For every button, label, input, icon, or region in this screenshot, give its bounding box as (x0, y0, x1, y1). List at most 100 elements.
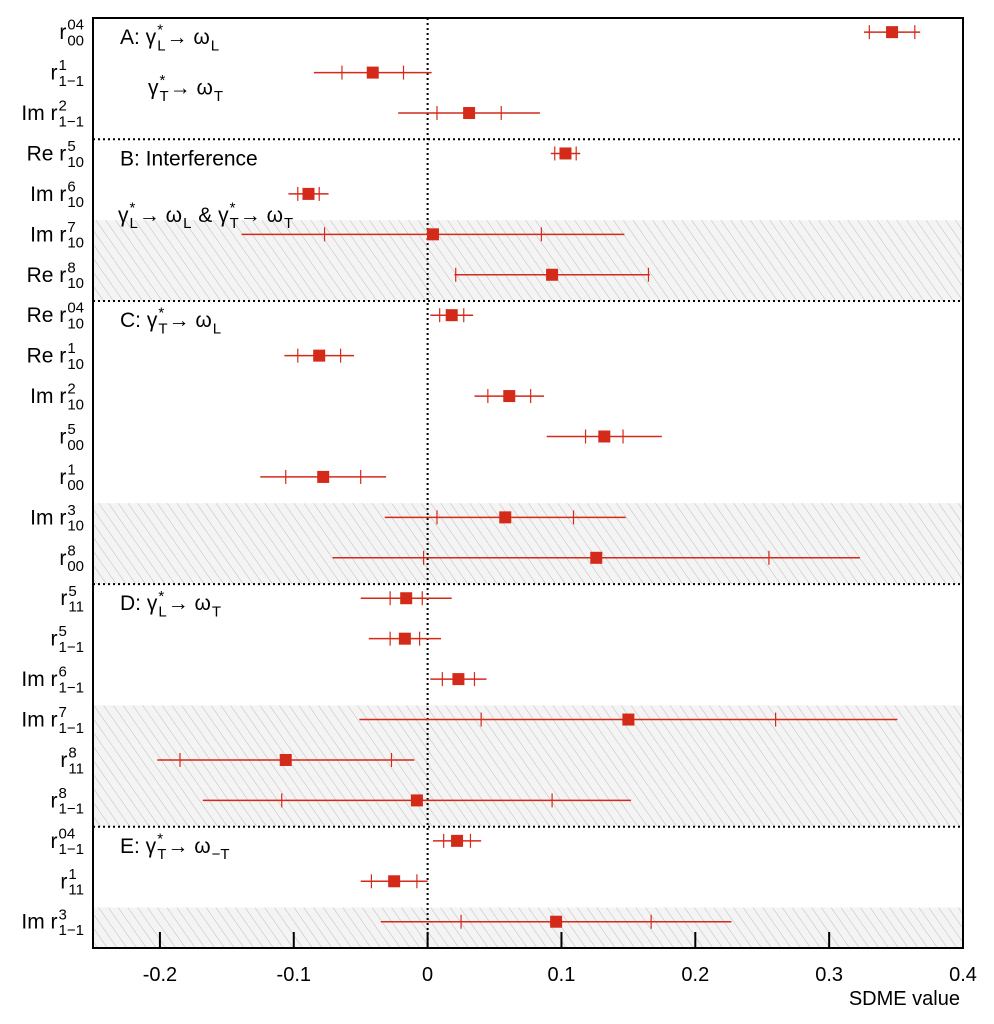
annotation: → ω (169, 309, 212, 332)
y-tick-label-sup: 7 (67, 219, 75, 236)
annotation: → ω (170, 77, 213, 100)
point (313, 349, 326, 362)
annotation: → ω (240, 204, 283, 227)
y-tick-label-sub: 10 (67, 356, 84, 373)
shaded-row (93, 907, 963, 948)
y-tick-label-sub: 11 (68, 882, 84, 899)
y-tick-label-sup: 6 (59, 664, 67, 681)
y-tick-label: Im r (30, 223, 66, 246)
y-tick-label-sub: 10 (67, 154, 84, 171)
annotation: γ (148, 77, 159, 100)
y-tick-label: r (59, 426, 66, 449)
y-tick-label-sup: 8 (68, 745, 76, 762)
point (622, 713, 635, 726)
annotation: E: γ (120, 835, 157, 858)
y-tick-label-sup: 8 (59, 785, 67, 802)
point (317, 470, 330, 483)
annotation: γ (118, 204, 129, 227)
annotation: & γ (192, 204, 229, 227)
y-tick-label-sub: 1−1 (59, 922, 84, 939)
annotation-sup: * (158, 588, 164, 605)
y-tick-label-sub: 10 (67, 518, 84, 535)
y-tick-label-sup: 2 (67, 381, 75, 398)
y-tick-label-sup: 04 (67, 17, 84, 34)
annotation-sub: L (130, 215, 138, 232)
y-tick-label: Re r (27, 264, 67, 287)
y-tick-label-sub: 10 (67, 315, 84, 332)
y-tick-label: Im r (30, 506, 66, 529)
y-tick-label-sub: 1−1 (59, 801, 84, 818)
y-tick-label-sub: 00 (67, 477, 84, 494)
shaded-row (93, 705, 963, 746)
x-tick-label: -0.1 (277, 964, 311, 986)
point (400, 592, 413, 605)
point (410, 794, 423, 807)
y-tick-label-sub: 10 (67, 275, 84, 292)
y-tick-label-sub: 1−1 (59, 73, 84, 90)
y-tick-label-sub: 1−1 (59, 720, 84, 737)
shaded-row (93, 260, 963, 302)
y-tick-label: Im r (21, 102, 57, 125)
y-tick-label-sub: 11 (68, 760, 84, 777)
y-tick-label-sub: 00 (67, 32, 84, 49)
point (302, 187, 315, 200)
annotation: B: Interference (120, 147, 258, 170)
annotation: A: γ (120, 26, 157, 49)
y-tick-label: Re r (27, 345, 67, 368)
annotation-sub: T (284, 215, 293, 232)
x-tick-label: 0 (422, 964, 433, 986)
point (598, 430, 611, 443)
y-tick-label: Re r (27, 304, 67, 327)
annotation-sup: * (130, 199, 136, 216)
y-tick-label-sub: 1−1 (59, 639, 84, 656)
y-tick-label-sub: 1−1 (59, 113, 84, 130)
y-tick-label-sup: 8 (67, 259, 75, 276)
y-tick-label-sup: 5 (59, 623, 67, 640)
annotation-sub: T (157, 846, 166, 863)
y-tick-label-sub: 10 (67, 194, 84, 211)
y-tick-label-sup: 6 (67, 178, 75, 195)
y-tick-label-sub: 00 (67, 437, 84, 454)
x-tick-label: 0.2 (681, 964, 709, 986)
annotation: C: γ (120, 309, 158, 332)
annotation: D: γ (120, 592, 158, 615)
annotation-sub: L (213, 320, 221, 337)
point (590, 551, 603, 564)
annotation-sub: L (211, 37, 219, 54)
y-tick-label-sub: 1−1 (59, 679, 84, 696)
y-tick-label-sup: 04 (67, 300, 84, 317)
point (452, 673, 465, 686)
y-tick-label: r (60, 870, 67, 893)
plot-frame (92, 17, 964, 949)
y-tick-label-sup: 5 (68, 583, 76, 600)
point (463, 107, 476, 120)
y-tick-label: r (60, 587, 67, 610)
annotation-sub: T (212, 604, 221, 621)
point (886, 26, 899, 39)
y-tick-label: r (51, 62, 58, 85)
y-tick-label: r (51, 789, 58, 812)
y-tick-label: r (51, 830, 58, 853)
y-tick-label-sub: 10 (67, 396, 84, 413)
annotation-sup: * (157, 22, 163, 39)
y-tick-label-sup: 2 (59, 98, 67, 115)
annotation-sup: * (230, 199, 236, 216)
point (559, 147, 572, 160)
annotation-sup: * (158, 305, 164, 322)
y-tick-label-sup: 1 (67, 340, 75, 357)
shaded-row (93, 745, 963, 787)
y-tick-label-sup: 5 (67, 138, 75, 155)
point (451, 834, 464, 847)
y-tick-label: Im r (30, 385, 66, 408)
point (426, 228, 439, 241)
annotation-sub: T (160, 88, 169, 105)
point (550, 915, 563, 928)
annotation-sub: L (157, 37, 165, 54)
y-tick-label: Im r (21, 709, 57, 732)
shaded-row (93, 220, 963, 261)
annotation-sub: T (230, 215, 239, 232)
y-tick-label-sup: 8 (67, 542, 75, 559)
y-tick-label-sub: 10 (67, 235, 84, 252)
point (366, 66, 379, 79)
annotation: → ω (139, 204, 182, 227)
